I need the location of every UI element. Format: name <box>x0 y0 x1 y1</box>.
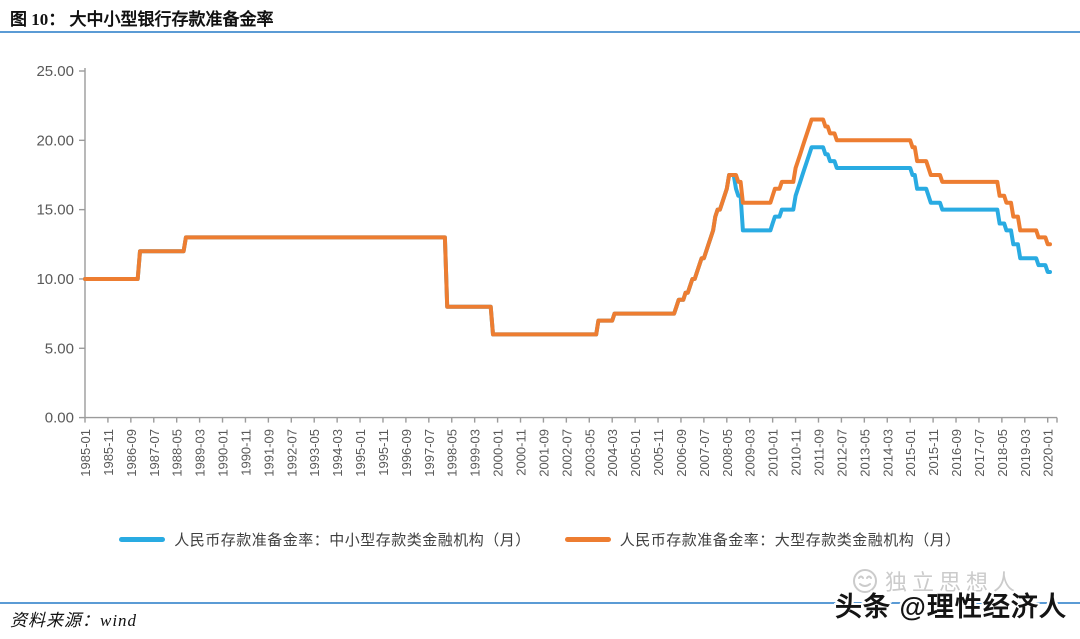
x-tick-label: 2015-11 <box>926 429 941 476</box>
x-tick-label: 1995-01 <box>353 429 368 477</box>
y-tick-label: 15.00 <box>36 202 74 219</box>
legend-label-small-medium-banks: 人民币存款准备金率：中小型存款类金融机构（月） <box>174 532 531 549</box>
x-tick-label: 2017-07 <box>972 429 987 477</box>
x-tick-label: 2009-03 <box>743 429 758 477</box>
x-tick-label: 2000-11 <box>514 429 529 476</box>
x-tick-label: 2005-11 <box>651 429 666 476</box>
x-tick-label: 2013-05 <box>857 429 872 477</box>
x-tick-label: 1997-07 <box>422 429 437 477</box>
x-tick-label: 2010-01 <box>766 429 781 477</box>
x-tick-label: 1996-09 <box>399 429 414 477</box>
x-tick-label: 2010-11 <box>789 429 804 476</box>
y-tick-label: 0.00 <box>45 410 74 427</box>
bottom-divider <box>0 602 1080 604</box>
x-tick-label: 2003-05 <box>582 429 597 477</box>
x-tick-label: 2020-01 <box>1041 429 1056 477</box>
y-tick-label: 5.00 <box>45 340 74 357</box>
x-tick-label: 1991-09 <box>261 429 276 477</box>
x-tick-label: 1999-03 <box>468 429 483 477</box>
x-tick-label: 1986-09 <box>124 429 139 477</box>
series-line-small-medium-banks <box>83 145 1052 337</box>
title-underline <box>0 31 1080 33</box>
chart-legend: 人民币存款准备金率：中小型存款类金融机构（月） 人民币存款准备金率：大型存款类金… <box>0 529 1080 550</box>
legend-line-orange-icon <box>564 537 611 542</box>
x-tick-label: 2008-05 <box>720 429 735 477</box>
x-tick-label: 1989-03 <box>193 429 208 477</box>
x-tick-label: 1993-05 <box>307 429 322 477</box>
chart-title: 图 10： 大中小型银行存款准备金率 <box>10 10 274 29</box>
x-tick-label: 2016-09 <box>949 429 964 477</box>
x-tick-label: 2004-03 <box>605 429 620 477</box>
legend-item-small-medium-banks: 人民币存款准备金率：中小型存款类金融机构（月） <box>119 529 531 550</box>
x-tick-label: 2015-01 <box>903 429 918 477</box>
x-tick-label: 1995-11 <box>376 429 391 476</box>
x-tick-label: 1987-07 <box>147 429 162 477</box>
watermark-gray-text: 独立思想人 <box>885 570 1021 595</box>
x-tick-label: 1985-11 <box>101 429 116 476</box>
x-tick-label: 2006-09 <box>674 429 689 477</box>
y-tick-label: 10.00 <box>36 271 74 288</box>
x-tick-label: 2000-01 <box>491 429 506 477</box>
x-tick-label: 2019-03 <box>1018 429 1033 477</box>
x-tick-label: 2005-01 <box>628 429 643 477</box>
x-tick-label: 2001-09 <box>536 429 551 477</box>
series-line-large-banks <box>83 117 1052 337</box>
x-tick-label: 2002-07 <box>559 429 574 477</box>
x-tick-label: 1985-01 <box>78 429 93 477</box>
x-tick-label: 2014-03 <box>880 429 895 477</box>
x-tick-label: 1990-01 <box>216 429 231 477</box>
watermark-independent-thinker: 独立思想人 <box>851 565 1020 597</box>
x-tick-label: 2011-09 <box>811 429 826 476</box>
y-tick-label: 20.00 <box>36 132 74 149</box>
legend-line-blue-icon <box>119 537 166 542</box>
x-tick-label: 1992-07 <box>284 429 299 477</box>
y-tick-label: 25.00 <box>36 63 74 80</box>
x-tick-label: 2007-07 <box>697 429 712 477</box>
x-tick-label: 2018-05 <box>995 429 1010 477</box>
x-tick-label: 1990-11 <box>238 429 253 476</box>
x-tick-label: 1998-05 <box>445 429 460 477</box>
x-tick-label: 1994-03 <box>330 429 345 477</box>
source-note: 资料来源：wind <box>10 611 138 630</box>
x-tick-label: 2012-07 <box>834 429 849 477</box>
watermark-toutiao-account: 头条 @理性经济人 <box>835 592 1067 622</box>
x-tick-label: 1988-05 <box>170 429 185 477</box>
smiley-face-icon <box>853 569 877 593</box>
legend-label-large-banks: 人民币存款准备金率：大型存款类金融机构（月） <box>619 532 961 549</box>
legend-item-large-banks: 人民币存款准备金率：大型存款类金融机构（月） <box>564 529 961 550</box>
